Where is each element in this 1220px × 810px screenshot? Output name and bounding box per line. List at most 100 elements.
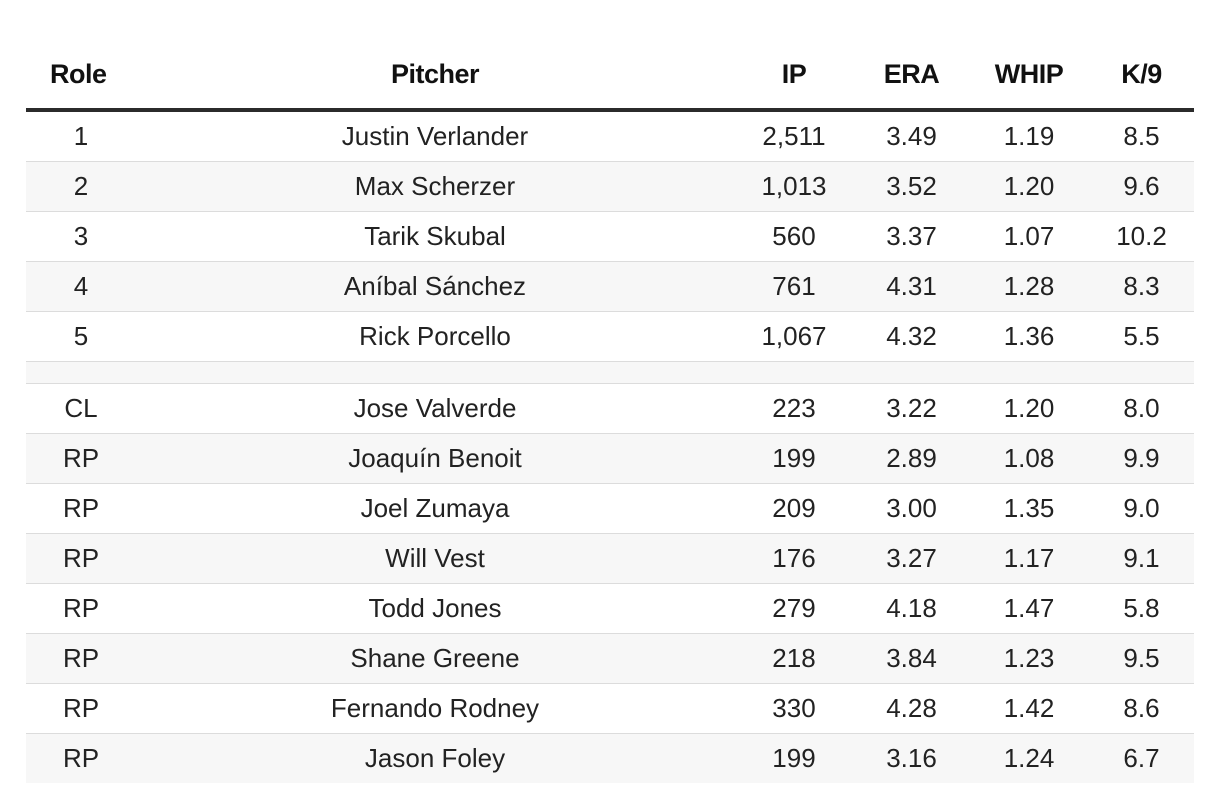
cell-whip: 1.07 (969, 211, 1089, 262)
cell-whip: 1.20 (969, 383, 1089, 434)
cell-pitcher: Max Scherzer (136, 161, 734, 212)
cell-era: 3.52 (854, 161, 969, 212)
cell-era: 4.18 (854, 583, 969, 634)
cell-ip: 176 (734, 533, 854, 584)
cell-ip: 199 (734, 433, 854, 484)
cell-whip: 1.20 (969, 161, 1089, 212)
cell-role: RP (26, 683, 136, 734)
header-ip: IP (734, 40, 854, 112)
table-row: RP Will Vest 176 3.27 1.17 9.1 (26, 533, 1194, 584)
cell-role: RP (26, 433, 136, 484)
pitching-staff-table-container: Role Pitcher IP ERA WHIP K/9 1 Justin Ve… (26, 40, 1194, 783)
cell-whip: 1.23 (969, 633, 1089, 684)
cell-k9: 8.6 (1089, 683, 1194, 734)
cell-k9: 8.0 (1089, 383, 1194, 434)
cell-role: 4 (26, 261, 136, 312)
cell-ip: 199 (734, 733, 854, 783)
cell-k9: 9.1 (1089, 533, 1194, 584)
table-row: 2 Max Scherzer 1,013 3.52 1.20 9.6 (26, 161, 1194, 212)
cell-era: 3.37 (854, 211, 969, 262)
header-whip: WHIP (969, 40, 1089, 112)
cell-whip: 1.35 (969, 483, 1089, 534)
cell-pitcher: Will Vest (136, 533, 734, 584)
cell-era: 3.00 (854, 483, 969, 534)
cell-pitcher: Rick Porcello (136, 311, 734, 362)
cell-role: RP (26, 633, 136, 684)
cell-whip: 1.24 (969, 733, 1089, 783)
spacer-cell (26, 361, 1194, 384)
cell-k9: 8.5 (1089, 110, 1194, 162)
cell-pitcher: Jose Valverde (136, 383, 734, 434)
cell-era: 3.49 (854, 110, 969, 162)
cell-role: RP (26, 483, 136, 534)
cell-role: 3 (26, 211, 136, 262)
cell-k9: 9.6 (1089, 161, 1194, 212)
header-pitcher: Pitcher (136, 40, 734, 112)
cell-pitcher: Tarik Skubal (136, 211, 734, 262)
cell-role: 1 (26, 110, 136, 162)
cell-era: 2.89 (854, 433, 969, 484)
cell-whip: 1.19 (969, 110, 1089, 162)
cell-k9: 9.5 (1089, 633, 1194, 684)
cell-k9: 5.5 (1089, 311, 1194, 362)
table-row: RP Shane Greene 218 3.84 1.23 9.5 (26, 633, 1194, 684)
cell-role: CL (26, 383, 136, 434)
table-row: 1 Justin Verlander 2,511 3.49 1.19 8.5 (26, 110, 1194, 162)
cell-ip: 279 (734, 583, 854, 634)
cell-era: 3.84 (854, 633, 969, 684)
table-row: 5 Rick Porcello 1,067 4.32 1.36 5.5 (26, 311, 1194, 362)
table-row: RP Joaquín Benoit 199 2.89 1.08 9.9 (26, 433, 1194, 484)
cell-ip: 330 (734, 683, 854, 734)
cell-ip: 218 (734, 633, 854, 684)
cell-era: 3.22 (854, 383, 969, 434)
cell-ip: 1,067 (734, 311, 854, 362)
cell-k9: 9.9 (1089, 433, 1194, 484)
header-era: ERA (854, 40, 969, 112)
cell-k9: 10.2 (1089, 211, 1194, 262)
table-row: 4 Aníbal Sánchez 761 4.31 1.28 8.3 (26, 261, 1194, 312)
cell-whip: 1.17 (969, 533, 1089, 584)
cell-pitcher: Joaquín Benoit (136, 433, 734, 484)
cell-ip: 761 (734, 261, 854, 312)
cell-pitcher: Fernando Rodney (136, 683, 734, 734)
cell-pitcher: Shane Greene (136, 633, 734, 684)
cell-whip: 1.08 (969, 433, 1089, 484)
cell-k9: 5.8 (1089, 583, 1194, 634)
cell-pitcher: Justin Verlander (136, 110, 734, 162)
cell-pitcher: Joel Zumaya (136, 483, 734, 534)
cell-ip: 1,013 (734, 161, 854, 212)
table-header: Role Pitcher IP ERA WHIP K/9 (26, 40, 1194, 112)
cell-role: RP (26, 733, 136, 783)
cell-k9: 6.7 (1089, 733, 1194, 783)
cell-role: 2 (26, 161, 136, 212)
cell-pitcher: Jason Foley (136, 733, 734, 783)
table-body: 1 Justin Verlander 2,511 3.49 1.19 8.5 2… (26, 110, 1194, 783)
cell-ip: 223 (734, 383, 854, 434)
cell-era: 4.31 (854, 261, 969, 312)
cell-whip: 1.36 (969, 311, 1089, 362)
cell-era: 3.27 (854, 533, 969, 584)
table-row: RP Jason Foley 199 3.16 1.24 6.7 (26, 733, 1194, 783)
cell-whip: 1.42 (969, 683, 1089, 734)
table-row: RP Fernando Rodney 330 4.28 1.42 8.6 (26, 683, 1194, 734)
table-row: RP Joel Zumaya 209 3.00 1.35 9.0 (26, 483, 1194, 534)
table-row: CL Jose Valverde 223 3.22 1.20 8.0 (26, 383, 1194, 434)
cell-era: 4.28 (854, 683, 969, 734)
cell-whip: 1.47 (969, 583, 1089, 634)
section-spacer-row (26, 361, 1194, 384)
cell-pitcher: Aníbal Sánchez (136, 261, 734, 312)
cell-era: 3.16 (854, 733, 969, 783)
table-row: RP Todd Jones 279 4.18 1.47 5.8 (26, 583, 1194, 634)
cell-pitcher: Todd Jones (136, 583, 734, 634)
cell-role: RP (26, 583, 136, 634)
cell-role: RP (26, 533, 136, 584)
cell-k9: 9.0 (1089, 483, 1194, 534)
cell-ip: 2,511 (734, 110, 854, 162)
cell-whip: 1.28 (969, 261, 1089, 312)
cell-ip: 209 (734, 483, 854, 534)
cell-era: 4.32 (854, 311, 969, 362)
table-row: 3 Tarik Skubal 560 3.37 1.07 10.2 (26, 211, 1194, 262)
header-role: Role (26, 40, 136, 112)
header-k9: K/9 (1089, 40, 1194, 112)
cell-role: 5 (26, 311, 136, 362)
